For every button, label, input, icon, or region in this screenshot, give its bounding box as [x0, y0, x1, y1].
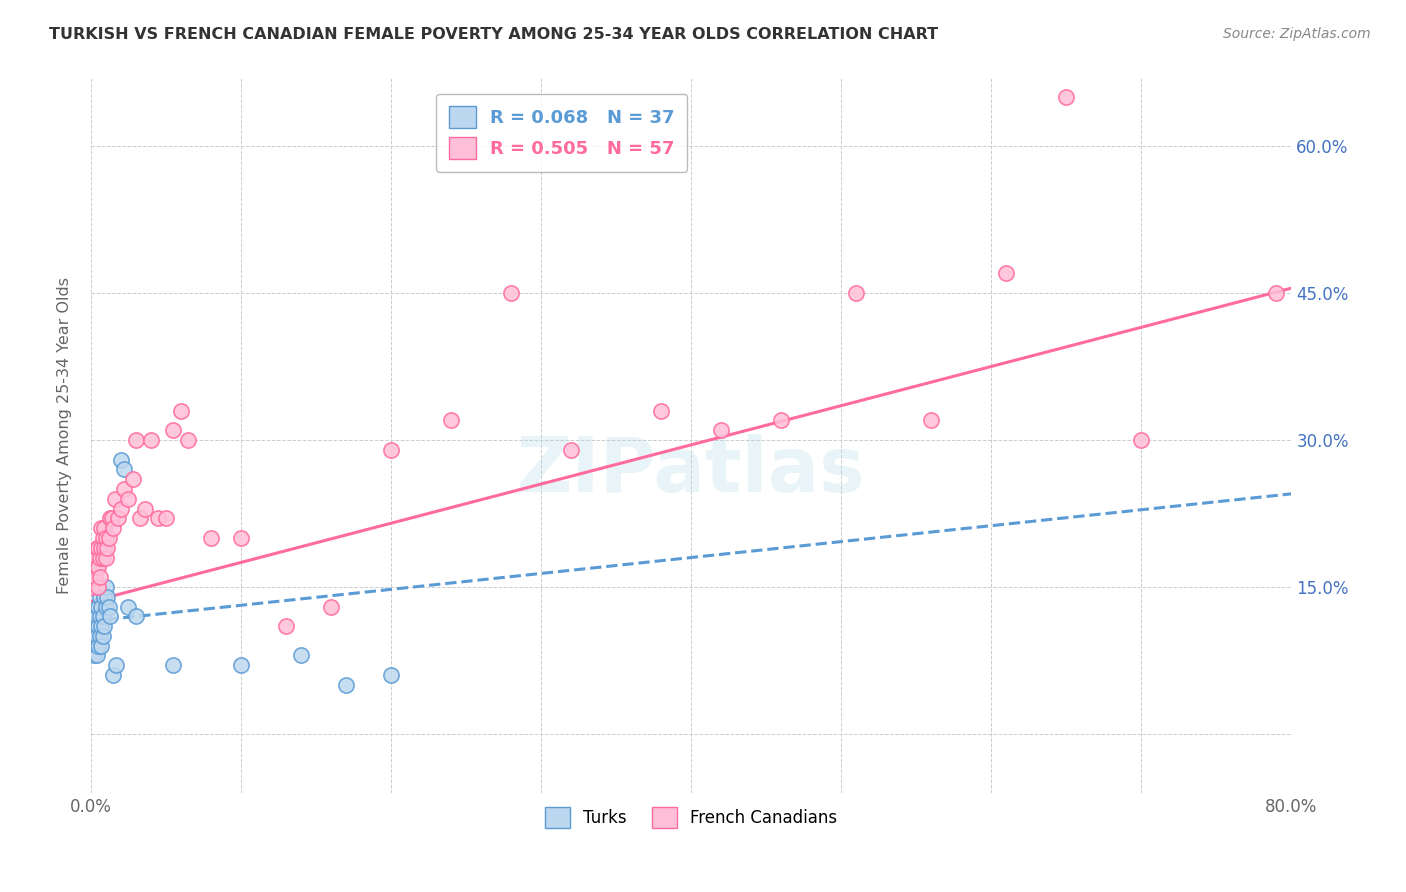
Point: [94, 531, 117, 545]
Point: [125, 609, 148, 624]
Point: [710, 423, 733, 437]
Text: TURKISH VS FRENCH CANADIAN FEMALE POVERTY AMONG 25-34 YEAR OLDS CORRELATION CHAR: TURKISH VS FRENCH CANADIAN FEMALE POVERT…: [49, 27, 938, 42]
Point: [90, 521, 112, 535]
Point: [90, 599, 112, 614]
Point: [290, 648, 312, 663]
Point: [93, 590, 115, 604]
Point: [995, 266, 1018, 280]
Point: [319, 599, 342, 614]
Point: [90, 619, 112, 633]
Point: [1130, 433, 1153, 447]
Point: [107, 511, 129, 525]
Point: [93, 541, 115, 555]
Point: [148, 511, 170, 525]
Point: [845, 285, 868, 300]
Point: [91, 531, 114, 545]
Point: [117, 599, 139, 614]
Point: [89, 629, 111, 643]
Point: [100, 511, 122, 525]
Point: [770, 413, 793, 427]
Point: [87, 619, 110, 633]
Point: [86, 629, 108, 643]
Point: [229, 658, 252, 673]
Point: [112, 462, 135, 476]
Point: [83, 639, 105, 653]
Point: [82, 580, 104, 594]
Point: [86, 648, 108, 663]
Point: [101, 511, 124, 525]
Point: [89, 590, 111, 604]
Point: [200, 531, 222, 545]
Point: [82, 629, 104, 643]
Point: [89, 570, 111, 584]
Point: [110, 501, 132, 516]
Point: [83, 560, 105, 574]
Point: [1054, 90, 1077, 104]
Point: [122, 472, 145, 486]
Point: [94, 580, 117, 594]
Point: [87, 580, 110, 594]
Point: [84, 619, 107, 633]
Point: [110, 452, 132, 467]
Point: [90, 541, 112, 555]
Point: [84, 570, 107, 584]
Point: [229, 531, 252, 545]
Point: [87, 639, 110, 653]
Point: [96, 590, 118, 604]
Point: [139, 433, 162, 447]
Point: [125, 433, 148, 447]
Point: [920, 413, 942, 427]
Point: [177, 433, 200, 447]
Point: [155, 511, 177, 525]
Point: [86, 609, 108, 624]
Point: [560, 442, 582, 457]
Point: [103, 521, 125, 535]
Point: [103, 668, 125, 682]
Point: [97, 531, 120, 545]
Point: [89, 609, 111, 624]
Point: [87, 541, 110, 555]
Point: [94, 599, 117, 614]
Point: [97, 599, 120, 614]
Point: [100, 609, 122, 624]
Point: [274, 619, 297, 633]
Text: ZIPatlas: ZIPatlas: [517, 434, 866, 508]
Point: [380, 442, 402, 457]
Point: [84, 629, 107, 643]
Point: [650, 403, 672, 417]
Point: [112, 482, 135, 496]
Point: [94, 550, 117, 565]
Point: [134, 501, 156, 516]
Point: [117, 491, 139, 506]
Point: [170, 403, 193, 417]
Point: [162, 658, 184, 673]
Point: [83, 570, 105, 584]
Point: [86, 541, 108, 555]
Point: [380, 668, 402, 682]
Point: [89, 550, 111, 565]
Point: [105, 658, 128, 673]
Point: [93, 619, 115, 633]
Text: Source: ZipAtlas.com: Source: ZipAtlas.com: [1223, 27, 1371, 41]
Point: [104, 491, 127, 506]
Point: [96, 541, 118, 555]
Point: [1265, 285, 1288, 300]
Point: [84, 550, 107, 565]
Point: [129, 511, 152, 525]
Point: [91, 550, 114, 565]
Point: [440, 413, 463, 427]
Point: [87, 560, 110, 574]
Point: [93, 521, 115, 535]
Point: [91, 609, 114, 624]
Point: [86, 560, 108, 574]
Point: [501, 285, 523, 300]
Point: [91, 629, 114, 643]
Point: [87, 599, 110, 614]
Point: [162, 423, 184, 437]
Point: [83, 648, 105, 663]
Point: [335, 678, 357, 692]
Legend: Turks, French Canadians: Turks, French Canadians: [538, 801, 844, 834]
Y-axis label: Female Poverty Among 25-34 Year Olds: Female Poverty Among 25-34 Year Olds: [58, 277, 72, 593]
Point: [90, 639, 112, 653]
